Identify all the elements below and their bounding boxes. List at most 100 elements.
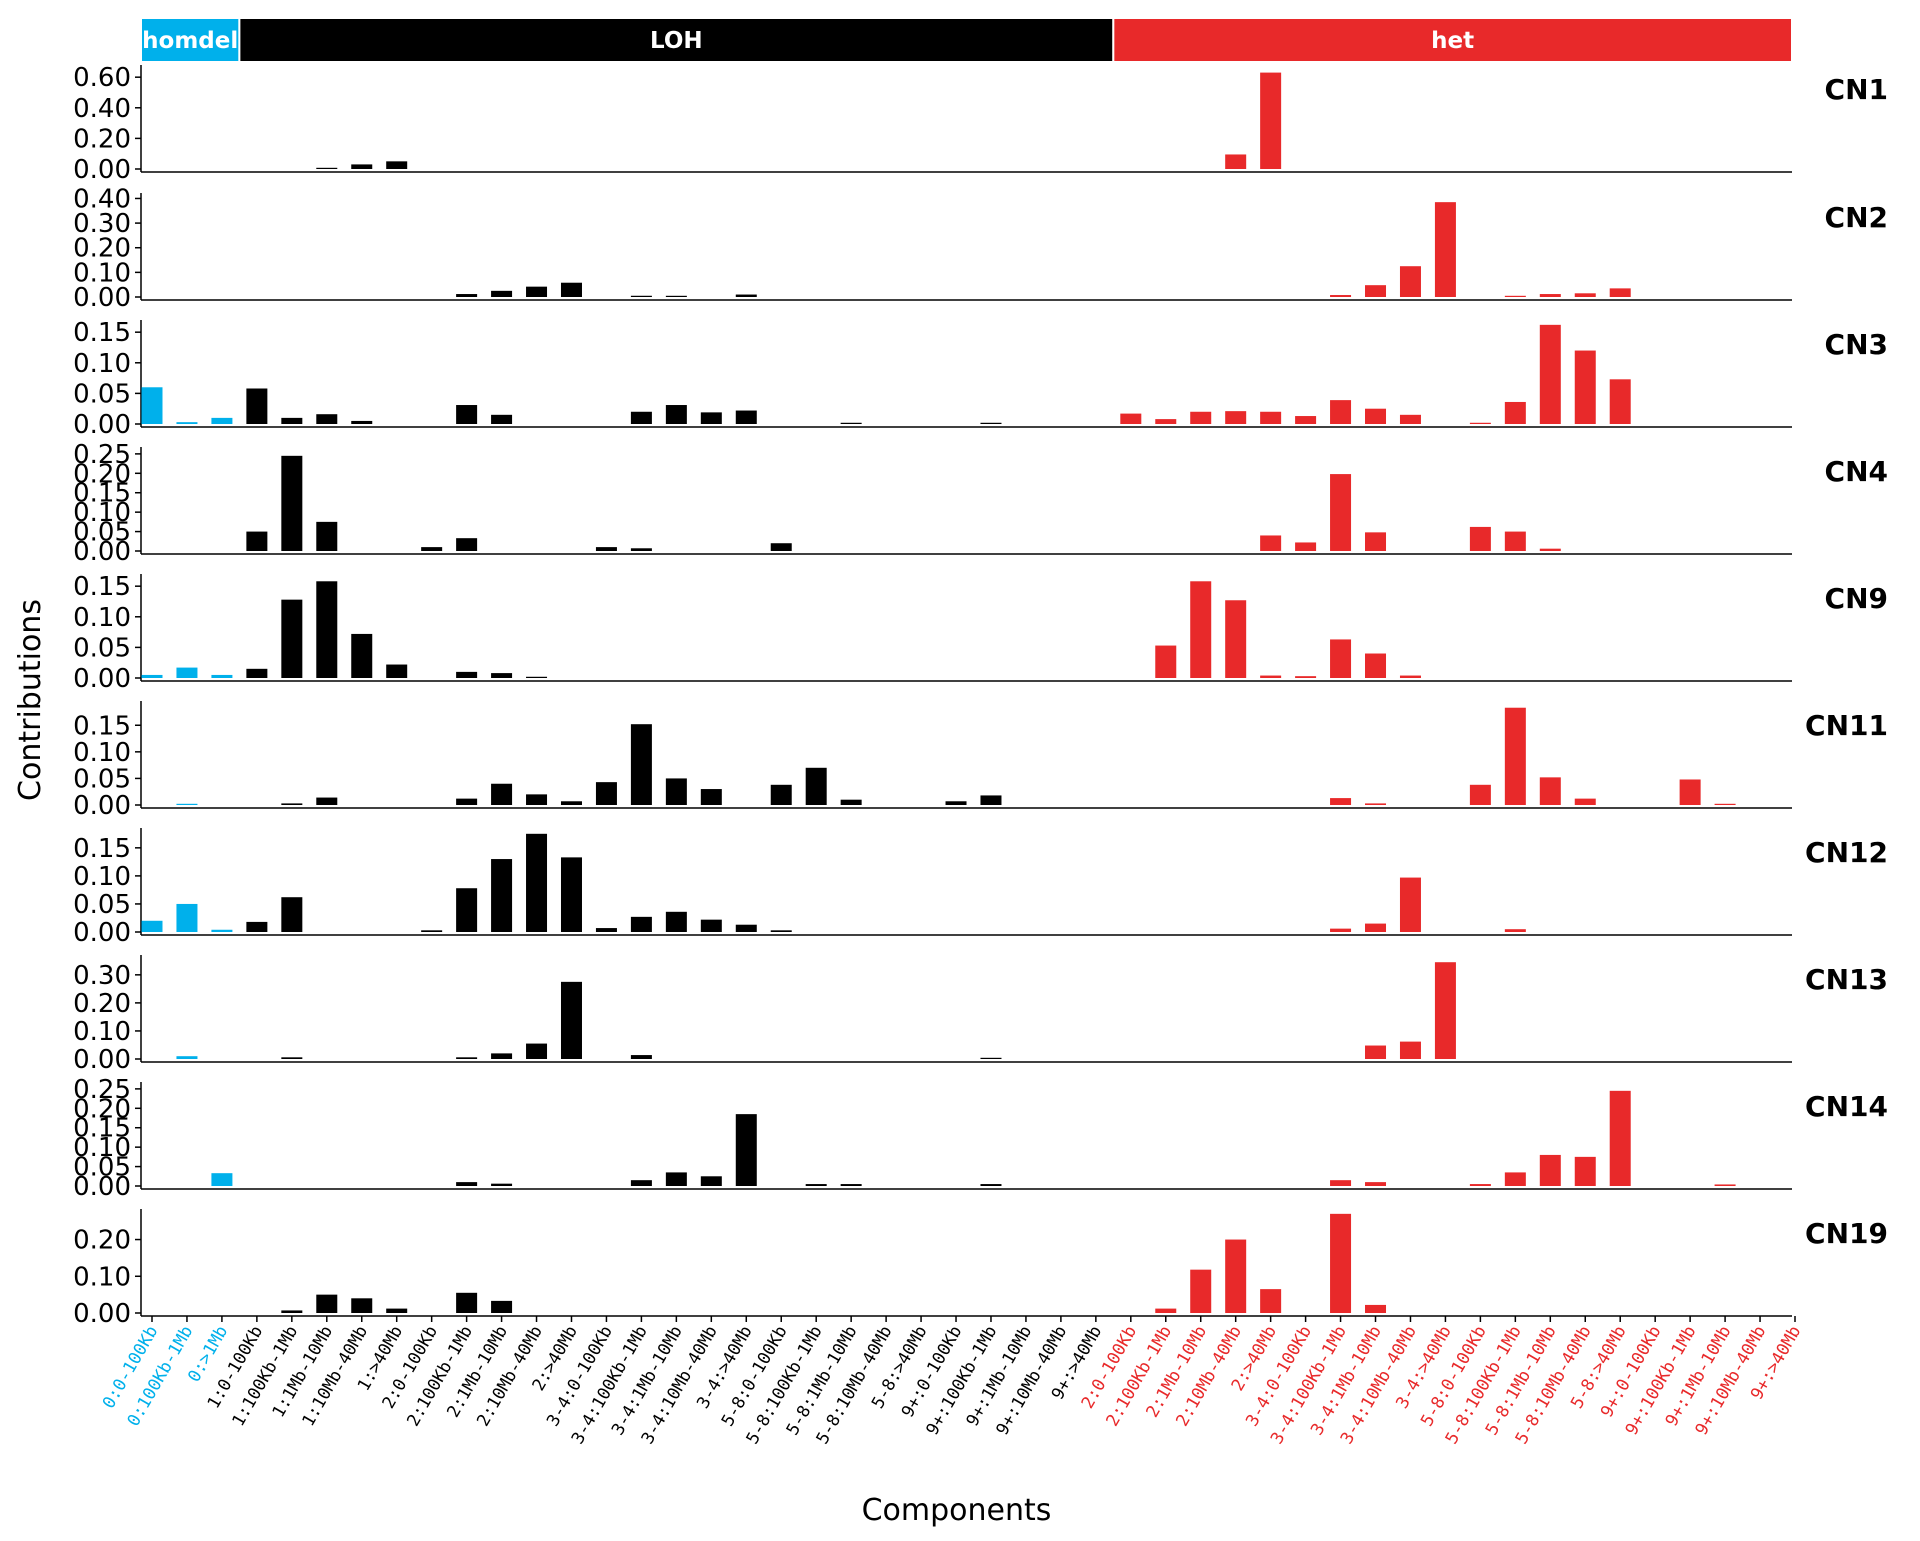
bar-CN11-40 [1539,777,1561,805]
bar-CN9-30 [1190,581,1212,678]
bar-CN4-33 [1295,542,1317,551]
bar-CN9-2 [211,674,233,678]
bar-CN9-4 [281,599,303,678]
bar-CN3-30 [1190,411,1212,424]
bar-CN9-31 [1225,600,1247,678]
bar-CN2-15 [665,295,687,297]
bar-CN3-1 [176,422,198,424]
y-tick-label: 0.15 [73,572,131,602]
bar-CN11-16 [700,789,722,805]
bar-CN12-11 [526,833,548,932]
y-tick-label: 0.25 [73,1075,131,1105]
bar-CN2-12 [560,282,582,297]
panel-label-CN11: CN11 [1805,709,1888,742]
bar-CN9-0 [141,674,163,678]
bar-CN3-31 [1225,411,1247,424]
bar-CN2-37 [1434,202,1456,297]
bar-CN3-5 [316,414,338,424]
bar-CN11-5 [316,797,338,805]
bar-CN4-4 [281,455,303,551]
group-strip-LOH [238,17,1115,63]
y-tick-label: 0.40 [73,94,131,124]
panel-label-CN2: CN2 [1825,201,1888,234]
y-tick-label: 0.00 [73,1299,131,1329]
bar-CN13-9 [456,1057,478,1059]
y-tick-label: 0.05 [73,764,131,794]
bar-CN2-42 [1609,288,1631,297]
y-tick-label: 0.15 [73,318,131,348]
group-label-homdel: homdel [142,28,238,54]
bar-CN3-20 [840,422,862,424]
y-tick-label: 0.10 [73,862,131,892]
y-tick-label: 0.10 [73,1133,131,1163]
bar-CN11-14 [630,724,652,805]
y-tick-label: 0.10 [73,738,131,768]
bar-CN4-39 [1504,531,1526,551]
bar-CN12-12 [560,857,582,932]
panel-label-CN13: CN13 [1805,963,1888,996]
bar-CN12-35 [1365,923,1387,932]
y-tick-label: 0.10 [73,1017,131,1047]
y-tick-label: 0.15 [73,711,131,741]
bar-CN2-14 [630,295,652,297]
bar-CN11-23 [945,801,967,805]
bar-CN3-41 [1574,350,1596,424]
y-tick-label: 0.05 [73,1153,131,1183]
bar-CN11-41 [1574,798,1596,805]
bar-CN12-4 [281,897,303,932]
bar-CN9-11 [526,676,548,678]
group-label-het: het [1431,28,1474,54]
bar-CN14-16 [700,1176,722,1186]
y-tick-label: 0.30 [73,961,131,991]
bar-CN14-41 [1574,1156,1596,1186]
bar-CN11-13 [595,782,617,805]
bar-CN14-10 [491,1183,513,1186]
bar-CN3-29 [1155,419,1177,424]
bar-CN19-29 [1155,1308,1177,1313]
bar-CN19-35 [1365,1304,1387,1313]
bar-CN13-35 [1365,1045,1387,1059]
y-tick-label: 0.40 [73,184,131,214]
bar-CN11-38 [1469,784,1491,805]
group-label-LOH: LOH [650,28,703,54]
bar-CN19-4 [281,1310,303,1313]
bar-CN19-30 [1190,1269,1212,1313]
bar-CN1-7 [386,161,408,169]
bar-CN19-10 [491,1300,513,1313]
bar-CN9-6 [351,633,373,678]
y-tick-label: 0.10 [73,258,131,288]
bar-CN14-40 [1539,1154,1561,1186]
bar-CN3-42 [1609,379,1631,424]
bar-CN9-9 [456,671,478,678]
bar-CN11-9 [456,798,478,805]
bar-CN11-15 [665,778,687,805]
bar-CN11-20 [840,799,862,805]
y-tick-label: 0.20 [73,1226,131,1256]
bar-CN11-1 [176,803,198,805]
bar-CN9-10 [491,673,513,678]
bar-CN4-18 [770,543,792,551]
bar-CN14-17 [735,1114,757,1186]
bar-CN12-16 [700,919,722,932]
bar-CN13-24 [980,1057,1002,1059]
bar-CN4-34 [1330,474,1352,551]
bar-CN12-14 [630,916,652,932]
bar-CN14-19 [805,1184,827,1186]
bar-CN3-3 [246,388,268,424]
bar-CN14-9 [456,1182,478,1186]
bar-CN3-10 [491,414,513,424]
y-tick-label: 0.10 [73,349,131,379]
bar-CN2-17 [735,294,757,297]
group-strip-het [1112,17,1794,63]
bar-CN3-24 [980,422,1002,424]
y-tick-label: 0.05 [73,890,131,920]
y-tick-label: 0.00 [73,537,131,567]
y-tick-label: 0.20 [73,234,131,264]
bar-CN9-34 [1330,639,1352,678]
bar-CN13-14 [630,1055,652,1059]
y-tick-label: 0.30 [73,209,131,239]
bar-CN14-34 [1330,1180,1352,1186]
bar-CN3-14 [630,411,652,424]
bar-CN12-2 [211,929,233,932]
